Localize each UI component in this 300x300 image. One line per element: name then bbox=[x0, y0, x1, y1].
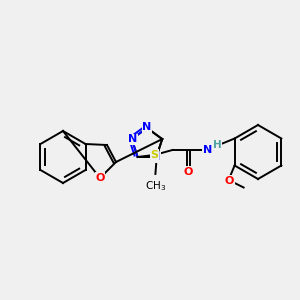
Text: H: H bbox=[213, 140, 221, 150]
Text: N: N bbox=[128, 134, 137, 144]
Text: N: N bbox=[142, 122, 152, 133]
Text: S: S bbox=[151, 150, 159, 160]
Text: N: N bbox=[151, 152, 160, 162]
Text: O: O bbox=[95, 173, 105, 183]
Text: O: O bbox=[184, 167, 193, 177]
Text: CH$_3$: CH$_3$ bbox=[145, 179, 166, 193]
Text: O: O bbox=[225, 176, 234, 185]
Text: N: N bbox=[203, 145, 212, 155]
